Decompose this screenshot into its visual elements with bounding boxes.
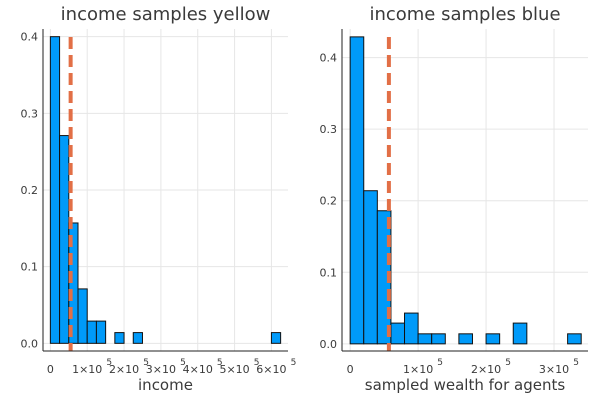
x-axis-label: sampled wealth for agents bbox=[365, 376, 566, 394]
x-tick-label: 3×10 bbox=[539, 363, 569, 376]
x-tick-label: 5×10 bbox=[219, 363, 249, 376]
histogram-bar bbox=[485, 333, 501, 345]
x-tick-label: 3×10 bbox=[146, 363, 176, 376]
histogram-bar bbox=[270, 332, 282, 344]
x-tick-exponent: 5 bbox=[573, 358, 579, 368]
histogram-bar bbox=[349, 36, 365, 345]
x-tick-label: 6×10 bbox=[256, 363, 286, 376]
x-tick-exponent: 5 bbox=[254, 358, 260, 368]
y-tick-label: 0.3 bbox=[21, 107, 39, 120]
axes bbox=[42, 29, 288, 352]
histogram-bar bbox=[417, 333, 433, 345]
histogram-bar bbox=[458, 333, 473, 345]
histogram-bar bbox=[68, 222, 79, 344]
histogram-bar bbox=[86, 320, 97, 344]
histogram-bar bbox=[512, 322, 528, 345]
panel-income-samples-blue: income samples blue 0.0 0.1 0.2 0.3 0.4 0 1×10… bbox=[320, 4, 588, 394]
histogram-bar bbox=[363, 190, 378, 345]
panel-income-samples-yellow: income samples yellow 0.0 0.1 0.2 0.3 0.4 0 1×… bbox=[21, 4, 297, 394]
y-tick-label: 0.4 bbox=[320, 52, 338, 65]
x-tick-label: 4×10 bbox=[183, 363, 213, 376]
x-tick-exponent: 5 bbox=[217, 358, 223, 368]
histogram-bar bbox=[59, 135, 70, 344]
chart-title: income samples blue bbox=[369, 4, 560, 25]
histogram-bar bbox=[49, 36, 61, 344]
chart-title: income samples yellow bbox=[61, 4, 271, 25]
y-tick-label: 0.3 bbox=[320, 123, 338, 136]
tick-labels: 0.0 0.1 0.2 0.3 0.4 0 1×10 5 2×10 5 3×10 5 bbox=[320, 52, 579, 376]
x-tick-label: 1×10 bbox=[72, 363, 102, 376]
y-tick-label: 0.0 bbox=[320, 338, 338, 351]
x-tick-exponent: 5 bbox=[143, 358, 149, 368]
x-tick-exponent: 5 bbox=[291, 358, 297, 368]
x-tick-exponent: 5 bbox=[106, 358, 112, 368]
histogram-bar bbox=[431, 333, 446, 345]
tick-labels: 0.00.10.20.30.40 1×10 52×10 53×10 54×10 55×10… bbox=[21, 31, 297, 376]
y-tick-label: 0.1 bbox=[21, 261, 39, 274]
axes bbox=[341, 29, 588, 352]
x-tick-label: 0 bbox=[347, 363, 354, 376]
x-tick-label: 0 bbox=[47, 363, 54, 376]
x-tick-label: 2×10 bbox=[109, 363, 139, 376]
y-tick-label: 0.2 bbox=[21, 184, 39, 197]
histogram-bar bbox=[77, 288, 88, 344]
y-tick-label: 0.0 bbox=[21, 337, 39, 350]
bars bbox=[349, 36, 582, 345]
histogram-bar bbox=[390, 322, 406, 345]
x-tick-exponent: 5 bbox=[437, 358, 443, 368]
y-tick-label: 0.2 bbox=[320, 195, 338, 208]
x-tick-exponent: 5 bbox=[180, 358, 186, 368]
histogram-bar bbox=[404, 312, 419, 345]
x-tick-label: 2×10 bbox=[471, 363, 501, 376]
histogram-bar bbox=[114, 332, 125, 344]
histogram-bar bbox=[132, 332, 143, 344]
bars bbox=[49, 36, 282, 344]
x-tick-exponent: 5 bbox=[505, 358, 511, 368]
x-tick-label: 1×10 bbox=[403, 363, 433, 376]
y-tick-label: 0.1 bbox=[320, 266, 338, 279]
histogram-bar bbox=[567, 333, 582, 345]
x-axis-label: income bbox=[138, 376, 193, 394]
y-tick-label: 0.4 bbox=[21, 31, 39, 44]
histogram-bar bbox=[95, 320, 107, 344]
